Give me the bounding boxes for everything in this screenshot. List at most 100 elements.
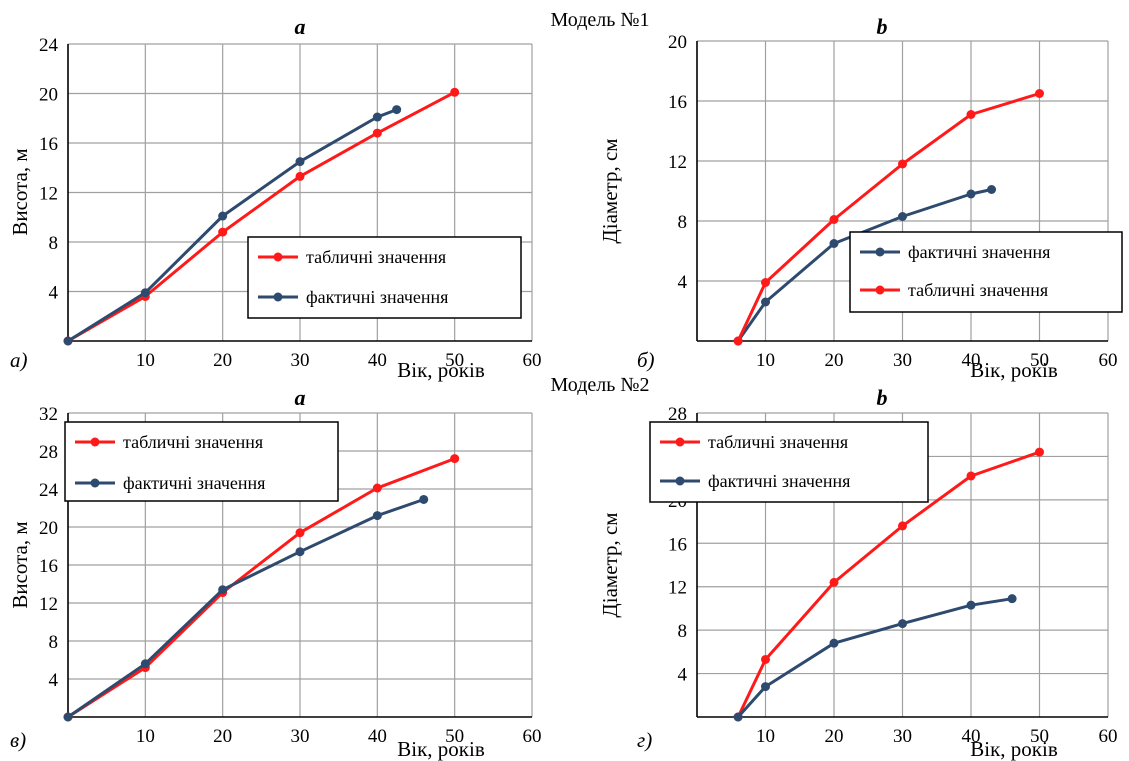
legend-box [649,421,929,503]
y-tick-label: 16 [668,534,687,555]
y-axis-label: Діаметр, см [598,512,622,617]
data-point-table [295,171,305,181]
legend-box [247,236,522,319]
data-point-actual [966,189,976,199]
series-line-actual [67,498,425,719]
series-line-table [67,90,456,343]
x-tick-label: 10 [756,350,775,371]
data-point-table [898,521,907,531]
y-tick-label: 12 [39,184,58,205]
panel-title: a [295,14,306,39]
data-point-actual [1007,594,1017,604]
data-point-actual [829,638,839,648]
x-tick-label: 30 [291,726,310,747]
x-tick-label: 20 [825,726,844,747]
y-tick-label: 20 [668,32,687,53]
data-point-actual [829,239,839,248]
legend: табличні значення фактичні значення [649,421,929,503]
y-axis-label: Висота, м [8,521,32,608]
x-tick-label: 50 [445,726,464,747]
data-point-actual [898,212,907,221]
x-tick-label: 50 [445,350,464,371]
y-tick-label: 20 [39,85,58,106]
data-point-table [450,454,460,464]
legend-swatch-point [875,247,885,257]
x-tick-label: 30 [893,726,912,747]
legend-label: табличні значення [908,280,1048,300]
y-axis-label: Діаметр, см [598,138,622,243]
x-tick-label: 60 [523,726,542,747]
x-tick-label: 20 [825,350,844,371]
legend: табличні значення фактичні значення [64,421,339,502]
y-tick-label: 12 [668,578,687,599]
x-tick-label: 30 [291,350,310,371]
data-point-table [372,483,382,493]
x-tick-label: 10 [756,726,775,747]
data-point-actual [218,211,228,221]
legend: табличні значення фактичні значення [247,236,522,319]
series-line-actual [736,597,1013,719]
x-axis-label: Вік, років [397,737,485,761]
y-tick-label: 4 [678,272,688,293]
x-tick-label: 20 [213,350,232,371]
data-point-table [761,278,770,287]
data-point-table [1035,89,1044,98]
data-point-table [761,654,770,664]
data-point-table [733,336,743,346]
chart-panel-4: 102030405060481216202428bг)Вік, роківДіа… [598,385,1118,761]
legend-label: табличні значення [306,247,446,267]
y-tick-label: 24 [39,480,59,501]
legend-swatch-point [675,476,685,486]
legend-label: фактичні значення [306,287,448,307]
data-point-table [218,227,228,237]
x-tick-label: 10 [136,350,155,371]
data-point-actual [295,157,305,167]
y-tick-label: 20 [39,518,58,539]
data-point-actual [372,511,382,521]
data-point-actual [761,682,770,692]
panel-title: a [295,385,306,410]
legend-swatch-point [90,437,100,447]
y-tick-label: 24 [39,35,59,56]
chart-panel-1: 10 20 30 40 50 60 4 8 12 16 20 24 a а) Вік, років Висот… [8,14,542,382]
data-point-table [898,159,907,169]
y-tick-label: 12 [39,594,58,615]
data-point-actual [733,712,743,722]
chart-panel-3: 10 20 30 40 50 60 4 8 12 16 20 24 28 32 a в) Вік, років В… [8,385,542,761]
legend-swatch-point [273,252,283,262]
x-tick-label: 40 [962,726,981,747]
data-point-table [1035,447,1044,457]
panel-title: b [877,385,888,410]
data-point-table [372,128,382,138]
data-point-actual [63,336,73,346]
data-point-actual [140,659,150,669]
y-tick-label: 12 [668,152,687,173]
y-axis-label: Висота, м [8,148,32,235]
series-line-table [736,92,1040,342]
x-tick-label: 60 [1099,350,1118,371]
model-2-title: Модель №2 [551,374,650,396]
x-tick-label: 20 [213,726,232,747]
y-tick-label: 16 [668,92,687,113]
data-point-actual [63,712,73,722]
legend-label: табличні значення [708,432,848,452]
x-tick-label: 40 [368,726,387,747]
series-line-table [736,450,1040,718]
data-point-table [295,528,305,538]
legend-label: табличні значення [123,432,263,452]
x-axis-label: Вік, років [970,737,1058,761]
panel-sublabel: б) [637,348,655,372]
data-point-actual [140,288,150,298]
y-tick-label: 16 [39,556,58,577]
data-point-table [450,87,460,97]
data-point-actual [295,547,305,557]
panel-sublabel: в) [10,728,26,752]
legend-label: фактичні значення [908,242,1050,262]
chart-panel-2: 10 20 30 40 50 60 4 8 12 16 20 b б) Вік, років Діаметр… [598,14,1123,382]
x-tick-label: 40 [368,350,387,371]
legend-swatch-point [90,478,100,488]
data-point-table [966,471,976,481]
legend-swatch-point [273,292,283,302]
panel-title: b [877,14,888,39]
